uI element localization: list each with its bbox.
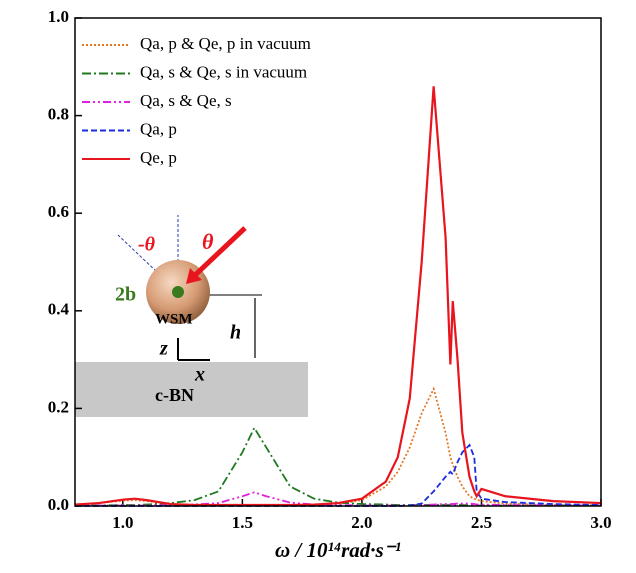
annotation: z [159,338,168,360]
y-tick-label: 0.6 [48,202,69,221]
y-tick-label: 0.8 [48,105,69,124]
legend-label: Qe, p [140,148,177,167]
legend-label: Qa, s & Qe, s [140,91,232,110]
x-tick-label: 1.5 [232,513,253,532]
core [172,286,184,298]
annotation: 2b [115,284,136,306]
annotation: c-BN [155,385,194,405]
x-axis-label: ω / 10¹⁴rad·s⁻¹ [275,538,401,562]
annotation: x [194,364,205,386]
y-tick-label: 1.0 [48,7,69,26]
x-tick-label: 3.0 [590,513,611,532]
x-tick-label: 2.0 [351,513,372,532]
plot-frame [74,17,602,507]
x-tick-label: 2.5 [471,513,492,532]
series-line [75,426,601,507]
legend-label: Qa, s & Qe, s in vacuum [140,62,307,81]
annotation: WSM [155,311,193,327]
annotation: -θ [138,234,156,256]
x-tick-label: 1.0 [112,513,133,532]
legend-label: Qa, p [140,119,177,138]
annotation: h [230,322,241,344]
annotation: θ [202,229,214,254]
reflect-line [117,234,179,293]
y-tick-label: 0.4 [48,300,70,319]
substrate [75,362,308,417]
series-line [74,86,602,507]
arrow-head [186,268,202,284]
y-tick-label: 0.0 [48,495,69,514]
inset-diagram: -θ θ 2b WSM h z x c-BN [75,215,308,417]
y-tick-label: 0.2 [48,397,69,416]
legend-label: Qa, p & Qe, p in vacuum [140,34,311,53]
incident-arrow [190,226,247,280]
